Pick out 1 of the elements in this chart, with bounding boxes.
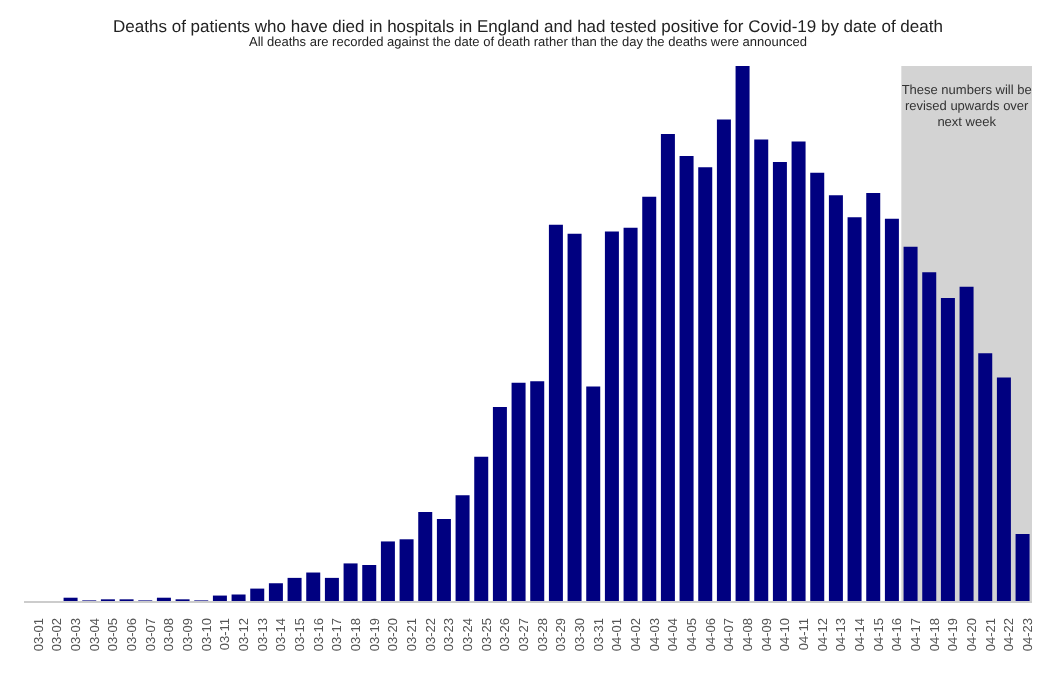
chart-title: Deaths of patients who have died in hospitals in England and had tested positive for Covid-19 by date of death	[111, 16, 945, 36]
